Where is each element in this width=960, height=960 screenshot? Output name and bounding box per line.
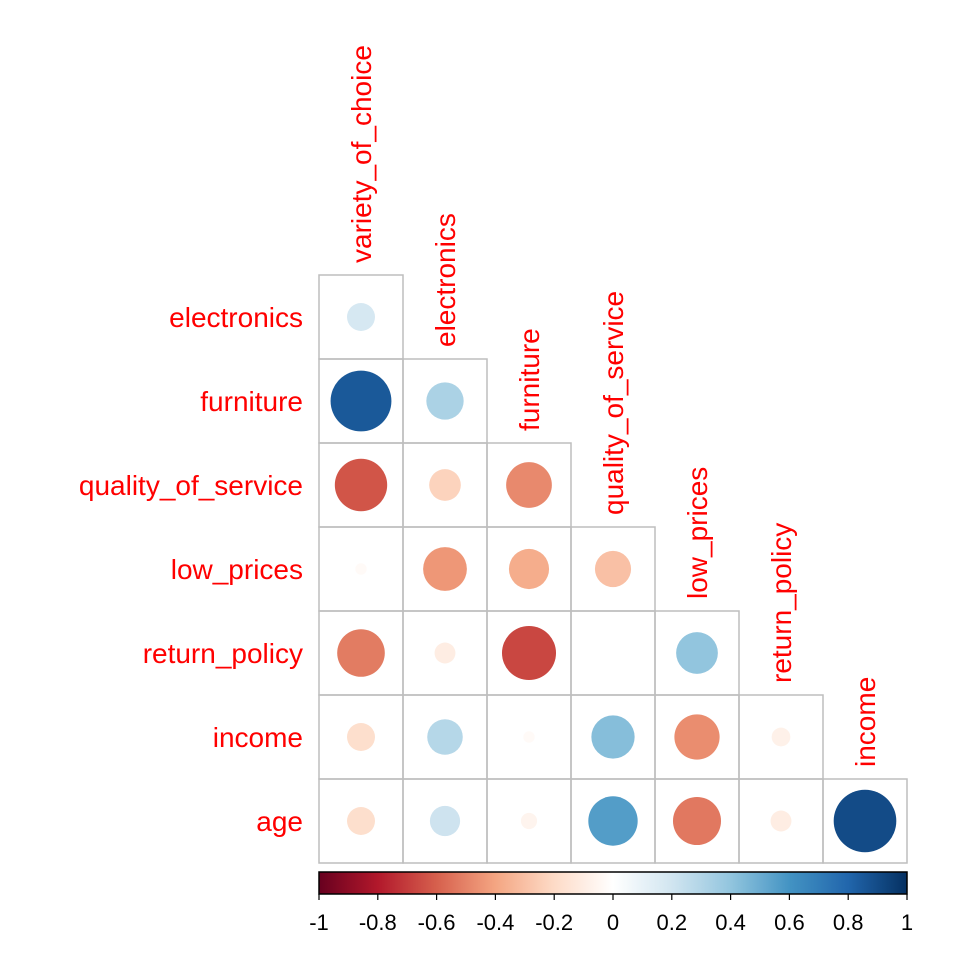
column-label: electronics (430, 213, 461, 347)
correlation-circle (347, 807, 375, 835)
correlation-circle (347, 303, 375, 331)
correlation-circle (347, 723, 375, 751)
correlation-circle (588, 796, 638, 846)
correlation-circle (674, 714, 720, 760)
color-legend-tick-label: -0.8 (359, 910, 397, 935)
color-legend-tick-label: -0.6 (418, 910, 456, 935)
row-labels: electronics furniture quality_of_servicelo… (79, 302, 303, 837)
column-label: low_prices (682, 467, 713, 599)
color-legend-tick-label: -1 (309, 910, 329, 935)
correlation-circle (508, 548, 550, 590)
correlation-circle (429, 805, 461, 837)
correlation-circle (506, 462, 552, 508)
color-legend-tick-label: -0.4 (476, 910, 514, 935)
correlation-circle (523, 731, 535, 743)
correlation-circle (434, 642, 456, 664)
correlation-circle (429, 469, 461, 501)
column-label: income (850, 677, 881, 767)
column-label: quality_of_service (598, 291, 629, 515)
column-label: return_policy (766, 523, 797, 683)
color-legend-bar (318, 871, 908, 895)
color-legend-tick-label: 0 (607, 910, 619, 935)
color-legend-ticks: -1 -0.8 -0.6 -0.4 -0.2 0 0.2 0.4 0.6 0.8 1 (309, 894, 913, 935)
correlation-circle (355, 563, 367, 575)
correlation-circle (330, 370, 392, 432)
correlation-circle (771, 727, 791, 747)
row-label: furniture (200, 386, 303, 417)
row-label: age (256, 806, 303, 837)
correlation-circles (330, 303, 897, 853)
grid-cell (822, 778, 908, 864)
grid-cell (570, 610, 656, 696)
color-legend-tick-label: 0.6 (774, 910, 805, 935)
column-label: variety_of_choice (346, 45, 377, 263)
correlation-circle (501, 625, 557, 681)
correlation-circle (337, 629, 385, 677)
row-label: quality_of_service (79, 470, 303, 501)
color-legend: -1 -0.8 -0.6 -0.4 -0.2 0 0.2 0.4 0.6 0.8 1 (309, 871, 913, 935)
color-legend-tick-label: 1 (901, 910, 913, 935)
column-label: furniture (514, 328, 545, 431)
row-label: low_prices (171, 554, 303, 585)
row-label: return_policy (143, 638, 303, 669)
correlation-circle (427, 719, 463, 755)
correlation-circle (676, 632, 718, 674)
color-legend-tick-label: 0.2 (657, 910, 688, 935)
grid (318, 274, 908, 864)
correlation-circle (520, 812, 538, 830)
color-legend-tick-label: 0.8 (833, 910, 864, 935)
correlation-circle (594, 550, 632, 588)
correlation-circle (770, 810, 792, 832)
color-legend-tick-label: -0.2 (535, 910, 573, 935)
row-label: income (213, 722, 303, 753)
row-label: electronics (169, 302, 303, 333)
correlation-circle (672, 796, 722, 846)
correlation-circle (591, 715, 635, 759)
correlation-circle (423, 547, 467, 591)
correlation-circle (334, 458, 388, 512)
correlation-circle (833, 789, 897, 853)
color-legend-tick-label: 0.4 (715, 910, 746, 935)
correlation-circle (426, 382, 464, 420)
column-labels: variety_of_choice electronics furniture qua… (346, 45, 881, 767)
